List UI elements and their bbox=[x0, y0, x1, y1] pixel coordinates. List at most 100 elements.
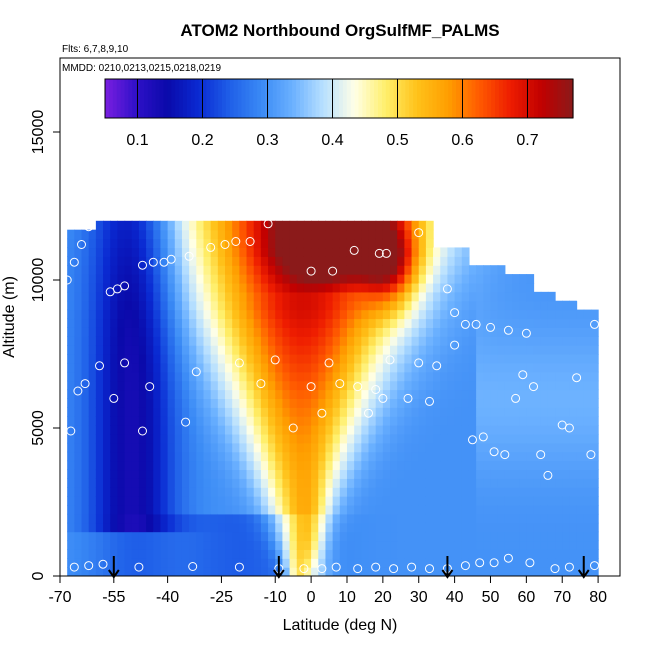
heat-cell bbox=[260, 274, 269, 284]
heat-cell bbox=[296, 504, 305, 515]
heat-cell bbox=[418, 345, 427, 355]
heat-cell bbox=[203, 291, 212, 302]
heat-cell bbox=[268, 478, 276, 488]
heat-cell bbox=[576, 540, 585, 550]
heat-cell bbox=[332, 522, 341, 533]
heat-cell bbox=[440, 282, 449, 293]
heat-cell bbox=[454, 354, 463, 364]
heat-cell bbox=[519, 300, 527, 311]
heat-cell bbox=[590, 345, 599, 355]
heat-cell bbox=[203, 469, 212, 479]
heat-cell bbox=[555, 442, 563, 453]
heat-cell bbox=[232, 345, 240, 355]
heat-cell bbox=[196, 362, 205, 373]
sample-point bbox=[353, 382, 363, 392]
heat-cell bbox=[74, 549, 83, 559]
colorbar-segment bbox=[284, 79, 289, 118]
heat-cell bbox=[138, 318, 147, 328]
heat-cell bbox=[418, 291, 427, 302]
heat-cell bbox=[246, 282, 255, 293]
heat-cell bbox=[354, 416, 362, 426]
heat-cell bbox=[382, 238, 391, 249]
heat-cell bbox=[268, 256, 276, 266]
heat-cell bbox=[110, 300, 118, 311]
heat-cell bbox=[95, 336, 104, 346]
heat-cell bbox=[339, 522, 348, 533]
heat-cell bbox=[296, 371, 305, 382]
heat-cell bbox=[411, 425, 420, 435]
x-tick-label: 30 bbox=[410, 589, 428, 606]
heat-cell bbox=[375, 220, 384, 231]
heat-cell bbox=[368, 496, 377, 506]
heat-cell bbox=[88, 291, 97, 302]
heat-cell bbox=[74, 478, 83, 488]
heat-cell bbox=[590, 549, 599, 559]
colorbar-segment bbox=[440, 79, 445, 118]
heat-cell bbox=[418, 238, 427, 249]
heat-cell bbox=[196, 238, 205, 249]
heat-cell bbox=[490, 558, 499, 568]
heat-cell bbox=[67, 247, 75, 257]
heat-cell bbox=[512, 531, 520, 542]
heat-cell bbox=[203, 433, 212, 444]
heat-cell bbox=[239, 274, 248, 284]
heat-cell bbox=[576, 513, 585, 524]
heat-cell bbox=[361, 389, 370, 399]
heat-cell bbox=[468, 416, 477, 426]
heat-cell bbox=[311, 354, 319, 364]
heat-cell bbox=[117, 398, 126, 408]
heat-cell bbox=[210, 380, 219, 391]
heat-cell bbox=[81, 291, 90, 302]
heat-cell bbox=[67, 433, 75, 444]
heat-cell bbox=[110, 496, 118, 506]
sample-point bbox=[374, 248, 384, 258]
heat-cell bbox=[275, 300, 284, 311]
sample-point bbox=[188, 562, 198, 571]
heat-cell bbox=[282, 504, 291, 515]
heat-cell bbox=[533, 371, 542, 382]
heat-cell bbox=[332, 274, 341, 284]
heat-cell bbox=[239, 336, 248, 346]
heat-cell bbox=[368, 354, 377, 364]
heat-cell bbox=[483, 362, 492, 373]
heat-cell bbox=[160, 522, 169, 533]
heat-cell bbox=[433, 371, 441, 382]
heat-cell bbox=[67, 398, 75, 408]
heat-cell bbox=[512, 309, 520, 320]
heat-cell bbox=[476, 496, 484, 506]
heat-cell bbox=[74, 291, 83, 302]
sample-point bbox=[234, 562, 244, 572]
heat-cell bbox=[461, 460, 470, 471]
heat-cell bbox=[296, 229, 305, 240]
heat-cell bbox=[440, 416, 449, 426]
heat-cell bbox=[117, 460, 126, 471]
heat-cell bbox=[318, 451, 327, 462]
heat-cell bbox=[390, 433, 398, 444]
heat-cell bbox=[196, 442, 205, 453]
heat-cell bbox=[117, 487, 126, 497]
heat-cell bbox=[196, 487, 205, 497]
heat-cell bbox=[339, 442, 348, 453]
heat-cell bbox=[153, 380, 162, 391]
heat-cell bbox=[454, 513, 463, 524]
heat-cell bbox=[103, 389, 111, 399]
heat-cell bbox=[547, 442, 556, 453]
heat-cell bbox=[461, 354, 470, 364]
heat-cell bbox=[88, 327, 97, 337]
heat-cell bbox=[196, 398, 205, 408]
heat-cell bbox=[253, 265, 262, 275]
heat-cell bbox=[268, 567, 276, 576]
heat-cell bbox=[239, 540, 248, 550]
heat-cell bbox=[189, 460, 197, 471]
heat-cell bbox=[433, 274, 441, 284]
heat-cell bbox=[447, 522, 456, 533]
heat-cell bbox=[81, 487, 90, 497]
x-tick-label: 40 bbox=[446, 589, 464, 606]
heat-cell bbox=[253, 513, 262, 524]
heat-cell bbox=[217, 229, 226, 240]
heat-cell bbox=[390, 504, 398, 515]
heat-cell bbox=[590, 540, 599, 550]
heat-cell bbox=[210, 336, 219, 346]
heat-cell bbox=[217, 425, 226, 435]
heat-cell bbox=[88, 371, 97, 382]
